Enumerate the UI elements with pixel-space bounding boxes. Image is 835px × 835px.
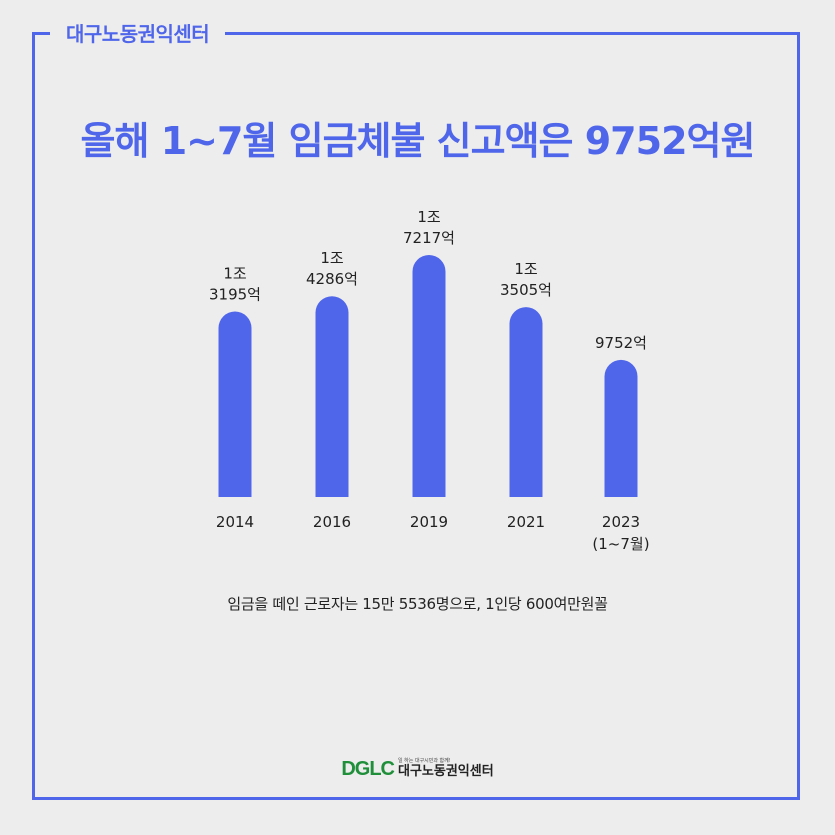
bar-2023 (604, 359, 638, 497)
chart-caption: 임금을 떼인 근로자는 15만 5536명으로, 1인당 600여만원꼴 (227, 595, 608, 613)
category-sublabel-2023: (1~7월) (592, 535, 649, 553)
logo-text: 일 하는 대구시민과 함께! 대구노동권익센터 (398, 758, 494, 779)
page-title: 올해 1~7월 임금체불 신고액은 9752억원 (80, 119, 756, 163)
value-label-2014: 1조 (223, 265, 247, 283)
footer-logo: DGLC 일 하는 대구시민과 함께! 대구노동권익센터 (0, 758, 835, 779)
value-label-2014: 3195억 (209, 286, 261, 304)
category-label-2019: 2019 (410, 513, 448, 531)
bar-2019 (412, 255, 446, 497)
value-label-2021: 1조 (514, 260, 538, 278)
value-label-2019: 1조 (417, 208, 441, 226)
logo-mark-text: DGLC (341, 757, 395, 780)
logo-tagline: 일 하는 대구시민과 함께! (397, 758, 451, 764)
frame-border (32, 32, 800, 800)
bar-2021 (509, 307, 543, 497)
value-label-2016: 4286억 (306, 270, 358, 288)
category-label-2021: 2021 (507, 513, 545, 531)
value-label-2021: 3505억 (500, 281, 552, 299)
logo-name: 대구노동권익센터 (397, 764, 494, 779)
logo-mark: DGLC (341, 757, 395, 780)
category-label-2014: 2014 (216, 513, 254, 531)
value-label-2023: 9752억 (595, 334, 647, 352)
category-label-2023: 2023 (602, 513, 640, 531)
value-label-2016: 1조 (320, 249, 344, 267)
bar-2014 (218, 311, 252, 497)
bar-2016 (315, 296, 349, 497)
header-label: 대구노동권익센터 (50, 18, 226, 50)
category-label-2016: 2016 (313, 513, 351, 531)
value-label-2019: 7217억 (403, 229, 455, 247)
